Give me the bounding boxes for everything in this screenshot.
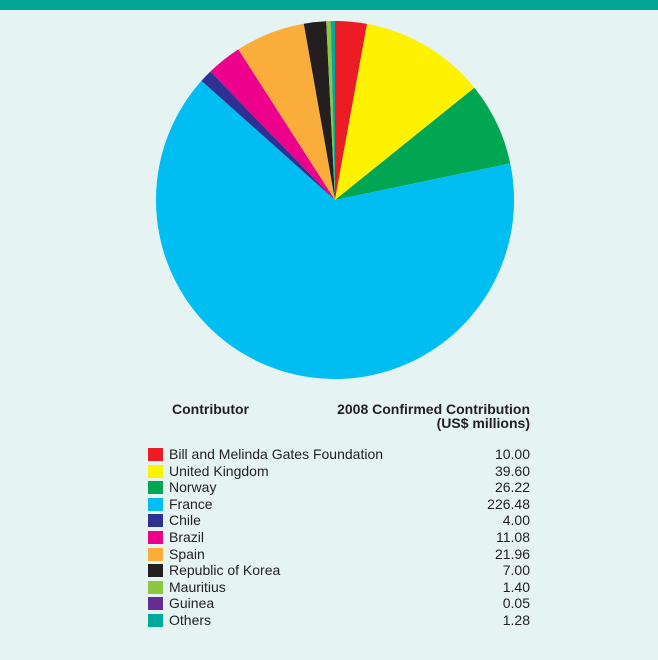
legend-swatch	[148, 448, 163, 461]
pie-slice-1	[335, 23, 475, 200]
legend-value: 4.00	[502, 512, 530, 529]
legend-row: Brazil 11.08	[148, 529, 538, 546]
legend-value: 21.96	[494, 545, 530, 562]
legend-row: Mauritius 1.40	[148, 579, 538, 596]
legend-value: 226.48	[487, 495, 530, 512]
contribution-column-header: 2008 Confirmed Contribution (US$ million…	[337, 402, 530, 430]
legend-row: Norway 26.22	[148, 479, 538, 496]
legend-label: France	[169, 495, 213, 512]
pie-slice-9	[330, 21, 335, 200]
legend-value: 11.08	[496, 528, 530, 545]
legend-row: France 226.48	[148, 496, 538, 513]
legend-value: 1.40	[502, 578, 530, 595]
legend-table: Contributor 2008 Confirmed Contribution …	[148, 402, 538, 629]
header-bar	[0, 0, 658, 10]
legend-label: Bill and Melinda Gates Foundation	[169, 446, 384, 462]
legend-label: Norway	[169, 479, 217, 496]
legend-label: Mauritius	[169, 578, 226, 595]
legend-swatch	[148, 497, 163, 511]
contribution-header-line1: 2008 Confirmed Contribution	[337, 401, 530, 417]
legend-label: Chile	[169, 512, 201, 529]
legend-swatch	[148, 530, 163, 544]
legend-swatch	[148, 464, 163, 478]
pie-slice-8	[326, 21, 335, 200]
legend-row: United Kingdom 39.60	[148, 463, 538, 480]
pie-slice-5	[210, 49, 335, 201]
legend-label: Guinea	[169, 595, 215, 612]
legend-swatch	[148, 514, 163, 528]
legend-swatch	[148, 580, 163, 594]
contribution-header-line2: (US$ millions)	[436, 415, 530, 431]
legend-swatch	[148, 547, 163, 561]
legend-row: Others 1.28	[148, 612, 538, 629]
legend-row: Bill and Melinda Gates Foundation 10.00	[148, 446, 538, 463]
legend-header: Contributor 2008 Confirmed Contribution …	[148, 402, 538, 446]
legend-value: 7.00	[502, 562, 530, 579]
pie-slice-7	[303, 21, 335, 200]
legend-label: Others	[169, 611, 212, 628]
legend-value: 39.60	[494, 462, 530, 479]
pie-slice-6	[238, 23, 335, 200]
legend-label: Republic of Korea	[169, 562, 281, 579]
pie-slice-2	[335, 87, 511, 200]
legend-value: 0.05	[502, 595, 530, 612]
pie-slice-3	[155, 80, 514, 380]
pie-slice-0	[335, 21, 368, 200]
legend-row: Republic of Korea 7.00	[148, 562, 538, 579]
legend-rows: Bill and Melinda Gates Foundation 10.00 Un…	[148, 446, 538, 629]
legend-label: United Kingdom	[169, 462, 269, 479]
legend-label: Spain	[169, 545, 205, 562]
legend-value: 26.22	[494, 479, 530, 496]
pie-slice-10	[330, 21, 335, 200]
legend-row: Chile 4.00	[148, 512, 538, 529]
pie-chart	[155, 21, 514, 380]
legend-row: Spain 21.96	[148, 546, 538, 563]
legend-swatch	[148, 613, 163, 627]
legend-label: Brazil	[169, 528, 205, 545]
legend-value: 10.00	[494, 446, 530, 462]
legend-swatch	[148, 481, 163, 495]
legend-value: 1.28	[502, 611, 530, 628]
pie-slice-4	[201, 71, 335, 200]
contributor-column-header: Contributor	[172, 401, 249, 417]
legend-row: Guinea 0.05	[148, 595, 538, 612]
legend-swatch	[148, 597, 163, 611]
legend-swatch	[148, 564, 163, 578]
